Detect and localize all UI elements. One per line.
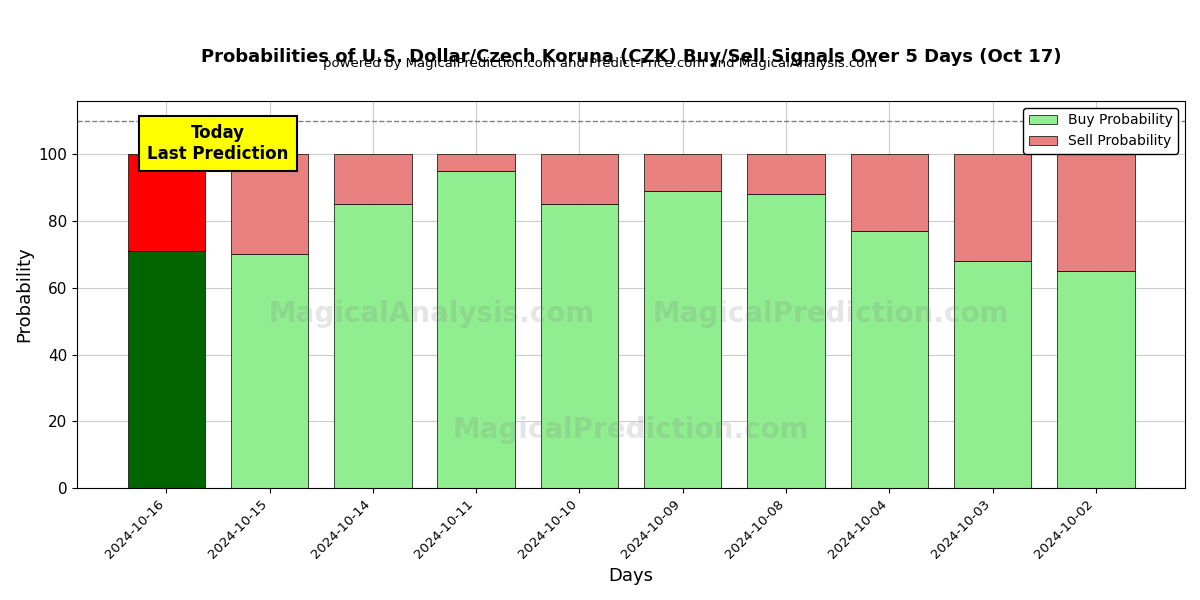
Text: MagicalPrediction.com: MagicalPrediction.com <box>452 416 809 444</box>
Bar <box>748 194 824 488</box>
Bar <box>954 261 1031 488</box>
Bar <box>644 154 721 191</box>
Text: powered by MagicalPrediction.com and Predict-Price.com and MagicalAnalysis.com: powered by MagicalPrediction.com and Pre… <box>323 56 877 70</box>
Text: MagicalPrediction.com: MagicalPrediction.com <box>653 300 1009 328</box>
Bar <box>644 191 721 488</box>
Bar <box>437 171 515 488</box>
Bar <box>1057 154 1135 271</box>
X-axis label: Days: Days <box>608 567 654 585</box>
Bar <box>127 251 205 488</box>
Bar <box>954 154 1031 261</box>
Text: Today
Last Prediction: Today Last Prediction <box>148 124 288 163</box>
Bar <box>230 154 308 254</box>
Bar <box>1057 271 1135 488</box>
Bar <box>127 154 205 251</box>
Bar <box>541 154 618 205</box>
Bar <box>851 231 928 488</box>
Bar <box>334 154 412 205</box>
Bar <box>851 154 928 231</box>
Bar <box>230 254 308 488</box>
Bar <box>437 154 515 171</box>
Title: Probabilities of U.S. Dollar/Czech Koruna (CZK) Buy/Sell Signals Over 5 Days (Oc: Probabilities of U.S. Dollar/Czech Korun… <box>200 48 1061 66</box>
Legend: Buy Probability, Sell Probability: Buy Probability, Sell Probability <box>1024 108 1178 154</box>
Bar <box>541 205 618 488</box>
Text: MagicalAnalysis.com: MagicalAnalysis.com <box>269 300 595 328</box>
Bar <box>748 154 824 194</box>
Y-axis label: Probability: Probability <box>14 247 32 343</box>
Bar <box>334 205 412 488</box>
